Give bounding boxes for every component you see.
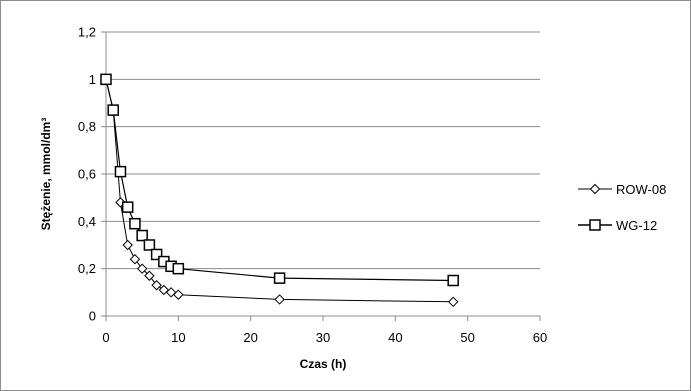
data-point bbox=[114, 165, 127, 178]
legend: ROW-08 WG-12 bbox=[578, 182, 666, 233]
y-tick-label: 0 bbox=[89, 309, 96, 324]
y-tick-labels: 0 0,2 0,4 0,6 0,8 1 1,2 bbox=[78, 25, 96, 324]
data-series bbox=[100, 73, 459, 308]
x-axis-title: Czas (h) bbox=[300, 357, 347, 371]
x-tick-label: 0 bbox=[102, 330, 109, 345]
x-tick-labels: 0 10 20 30 40 50 60 bbox=[102, 330, 547, 345]
data-point bbox=[136, 229, 148, 242]
y-tick-label: 0,4 bbox=[78, 214, 96, 229]
x-tick-label: 30 bbox=[316, 330, 330, 345]
data-point bbox=[151, 280, 162, 291]
legend-item-row-08: ROW-08 bbox=[578, 182, 666, 197]
x-tick-label: 20 bbox=[243, 330, 257, 345]
data-point bbox=[173, 289, 184, 300]
series-wg-12 bbox=[100, 73, 459, 287]
data-point bbox=[107, 104, 119, 116]
data-point bbox=[172, 262, 185, 275]
x-tick-label: 50 bbox=[460, 330, 474, 345]
data-point bbox=[150, 248, 163, 261]
y-axis-title: Stężenie, mmol/dm³ bbox=[39, 118, 53, 231]
data-point bbox=[100, 73, 112, 86]
legend-marker bbox=[589, 183, 601, 195]
data-point bbox=[273, 272, 286, 284]
data-point bbox=[122, 239, 133, 251]
data-point bbox=[129, 253, 141, 265]
legend-label: ROW-08 bbox=[616, 182, 666, 197]
x-tick-label: 60 bbox=[533, 330, 547, 345]
y-tick-label: 1,2 bbox=[78, 25, 96, 40]
legend-item-wg-12: WG-12 bbox=[578, 218, 657, 233]
y-tick-label: 0,8 bbox=[78, 119, 96, 134]
y-tick-label: 0,2 bbox=[78, 261, 96, 276]
data-point bbox=[447, 296, 459, 308]
legend-marker bbox=[589, 219, 601, 231]
x-tick-label: 10 bbox=[171, 330, 185, 345]
data-point bbox=[121, 201, 134, 213]
y-tick-label: 1 bbox=[89, 72, 96, 87]
data-point bbox=[129, 217, 141, 230]
data-point bbox=[144, 270, 155, 281]
legend-label: WG-12 bbox=[616, 218, 657, 233]
y-tick-label: 0,6 bbox=[78, 167, 96, 182]
data-point bbox=[274, 294, 285, 305]
x-tick-label: 40 bbox=[388, 330, 402, 345]
data-point bbox=[143, 239, 156, 251]
data-point bbox=[136, 263, 148, 274]
data-point bbox=[447, 274, 459, 287]
